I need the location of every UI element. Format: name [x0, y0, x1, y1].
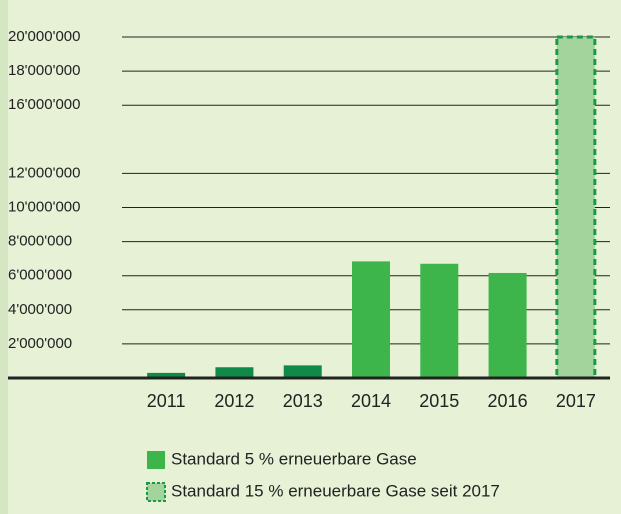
y-tick-label: 4'000'000	[8, 301, 72, 318]
x-tick-label: 2012	[214, 391, 254, 411]
y-tick-label: 2'000'000	[8, 335, 72, 352]
x-tick-label: 2016	[488, 391, 528, 411]
bar	[215, 367, 254, 378]
legend-label: Standard 5 % erneuerbare Gase	[171, 449, 417, 468]
bar	[147, 372, 186, 378]
x-tick-label: 2015	[419, 391, 459, 411]
y-tick-label: 12'000'000	[8, 164, 80, 181]
side-strip	[0, 0, 8, 514]
legend-swatch	[147, 451, 165, 469]
bar	[283, 365, 322, 378]
y-tick-label: 16'000'000	[8, 96, 80, 113]
legend-label: Standard 15 % erneuerbare Gase seit 2017	[171, 481, 500, 500]
y-tick-label: 8'000'000	[8, 233, 72, 250]
bar	[488, 272, 527, 378]
x-tick-label: 2017	[556, 391, 596, 411]
bar	[352, 261, 390, 378]
y-tick-label: 10'000'000	[8, 198, 80, 215]
x-tick-label: 2011	[147, 391, 186, 411]
bar	[420, 263, 459, 378]
y-tick-label: 6'000'000	[8, 267, 72, 284]
x-tick-label: 2014	[351, 391, 391, 411]
legend-swatch	[146, 482, 166, 502]
y-tick-label: 20'000'000	[8, 28, 80, 45]
y-tick-label: 18'000'000	[8, 62, 80, 79]
bar	[555, 35, 597, 380]
x-tick-label: 2013	[283, 391, 323, 411]
